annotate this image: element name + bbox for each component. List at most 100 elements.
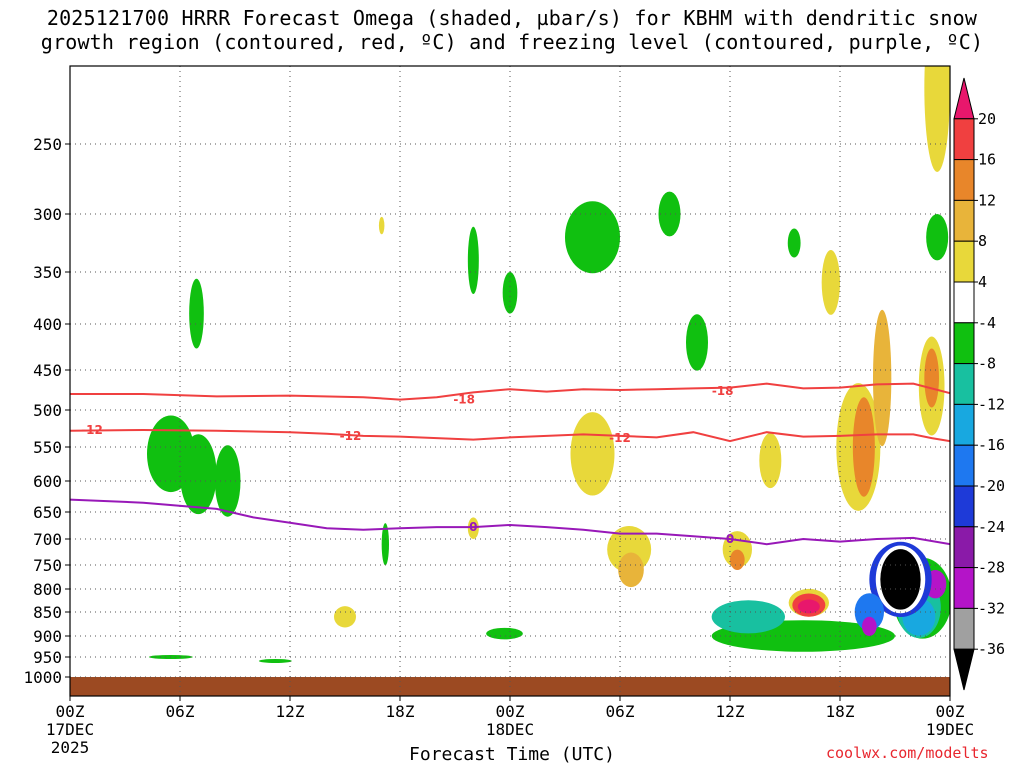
colorbar-cell-3 <box>953 199 975 242</box>
omega-region-20 <box>618 552 644 588</box>
x-tick-label-1: 06Z <box>166 702 195 721</box>
omega-region-35 <box>334 606 356 628</box>
omega-region-9 <box>686 314 708 371</box>
colorbar-cell-0 <box>953 77 975 120</box>
x-tick-label-0: 00Z <box>56 702 85 721</box>
colorbar-cell-5 <box>953 281 975 324</box>
contour-label-1: -18 <box>712 384 734 398</box>
contour-dendritic-m18 <box>70 382 950 401</box>
colorbar-label-1: 16 <box>978 151 996 169</box>
omega-region-33 <box>924 66 950 172</box>
x-tick-label-2: 12Z <box>276 702 305 721</box>
omega-region-14 <box>711 600 785 634</box>
colorbar-label-4: 4 <box>978 273 987 291</box>
contour-dendritic-m12 <box>70 428 950 443</box>
colorbar-label-5: -4 <box>978 314 996 332</box>
omega-region-41 <box>854 593 884 631</box>
contour-labels: -18 -18 -12 -12 -12 0 0 <box>81 384 734 546</box>
colorbar-label-9: -20 <box>978 477 1005 495</box>
omega-region-42 <box>862 616 877 637</box>
omega-region-26 <box>797 599 820 614</box>
y-tick-label-850: 850 <box>33 603 62 622</box>
colorbar-cell-9 <box>953 444 975 487</box>
y-tick-label-450: 450 <box>33 361 62 380</box>
omega-region-23 <box>730 549 745 570</box>
omega-region-4 <box>381 523 390 566</box>
x-tick-date-4: 18DEC <box>486 720 534 739</box>
y-tick-label-400: 400 <box>33 315 62 334</box>
colorbar-cell-13 <box>953 607 975 650</box>
contour-label-5: 0 <box>469 520 477 534</box>
colorbar-cell-6 <box>953 322 975 365</box>
x-tick-label-4: 00Z <box>496 702 525 721</box>
colorbar-cell-8 <box>953 403 975 446</box>
credit-text[interactable]: coolwx.com/modelts <box>826 744 989 762</box>
y-tick-label-300: 300 <box>33 205 62 224</box>
chart-title-line2: growth region (contoured, red, ºC) and f… <box>40 30 984 54</box>
x-tick-label-6: 12Z <box>716 702 745 721</box>
colorbar-cell-14 <box>953 648 975 691</box>
contour-label-4: -12 <box>609 431 631 445</box>
x-tick-year-0: 2025 <box>51 738 90 757</box>
x-tick-date-0: 17DEC <box>46 720 94 739</box>
colorbar-label-7: -12 <box>978 395 1005 413</box>
omega-region-10 <box>787 228 801 258</box>
omega-region-30 <box>759 433 782 489</box>
colorbar-label-8: -16 <box>978 436 1005 454</box>
colorbar-cell-4 <box>953 240 975 283</box>
x-tick-label-8: 00Z <box>936 702 965 721</box>
omega-region-7 <box>565 201 620 274</box>
colorbar: 20 16 12 8 4 -4 -8 -12 -16 -20 -24 -28 -32 -36 <box>953 77 1005 691</box>
colorbar-cell-7 <box>953 363 975 405</box>
y-tick-label-500: 500 <box>33 401 62 420</box>
y-tick-label-650: 650 <box>33 503 62 522</box>
omega-region-28 <box>852 397 875 497</box>
contour-label-6: 0 <box>726 532 734 546</box>
omega-region-21 <box>570 412 615 496</box>
colorbar-cell-11 <box>953 526 975 569</box>
omega-region-1 <box>180 434 217 515</box>
y-tick-label-250: 250 <box>33 135 62 154</box>
chart-title: 2025121700 HRRR Forecast Omega (shaded, … <box>0 6 1024 54</box>
x-tick-label-3: 18Z <box>386 702 415 721</box>
omega-region-2 <box>189 278 204 349</box>
omega-region-29 <box>821 250 840 315</box>
omega-region-32 <box>924 348 940 408</box>
colorbar-label-2: 12 <box>978 191 996 209</box>
omega-region-40 <box>880 549 921 610</box>
contour-label-3: -12 <box>340 429 362 443</box>
y-tick-label-700: 700 <box>33 530 62 549</box>
y-tick-label-1000: 1000 <box>23 668 62 687</box>
x-tick-date-8: 19DEC <box>926 720 974 739</box>
contour-label-2: -12 <box>81 423 103 437</box>
omega-region-12 <box>486 627 523 640</box>
y-tick-label-350: 350 <box>33 263 62 282</box>
colorbar-cell-2 <box>953 159 975 201</box>
x-axis-title: Forecast Time (UTC) <box>409 744 615 765</box>
omega-region-8 <box>658 191 681 237</box>
y-tick-label-900: 900 <box>33 627 62 646</box>
omega-region-6 <box>502 272 518 314</box>
colorbar-label-10: -24 <box>978 518 1005 536</box>
colorbar-label-6: -8 <box>978 355 996 373</box>
y-tick-label-750: 750 <box>33 556 62 575</box>
y-tick-label-550: 550 <box>33 438 62 457</box>
colorbar-label-12: -32 <box>978 599 1005 617</box>
contour-label-0: -18 <box>453 393 475 407</box>
y-tick-label-800: 800 <box>33 580 62 599</box>
y-axis-ticks: 250 300 350 400 450 500 550 600 650 700 750 800 850 9… <box>23 135 70 687</box>
y-tick-label-950: 950 <box>33 648 62 667</box>
colorbar-cell-12 <box>953 567 975 609</box>
colorbar-cell-1 <box>953 118 975 161</box>
omega-region-11 <box>926 214 949 261</box>
omega-region-5 <box>467 226 479 294</box>
contour-freezing-0 <box>70 498 950 546</box>
colorbar-label-0: 20 <box>978 110 996 128</box>
omega-region-37 <box>378 216 385 235</box>
omega-region-44 <box>258 659 292 663</box>
grid-lines <box>69 66 951 696</box>
omega-region-3 <box>214 445 241 517</box>
y-tick-label-600: 600 <box>33 472 62 491</box>
x-tick-label-7: 18Z <box>826 702 855 721</box>
